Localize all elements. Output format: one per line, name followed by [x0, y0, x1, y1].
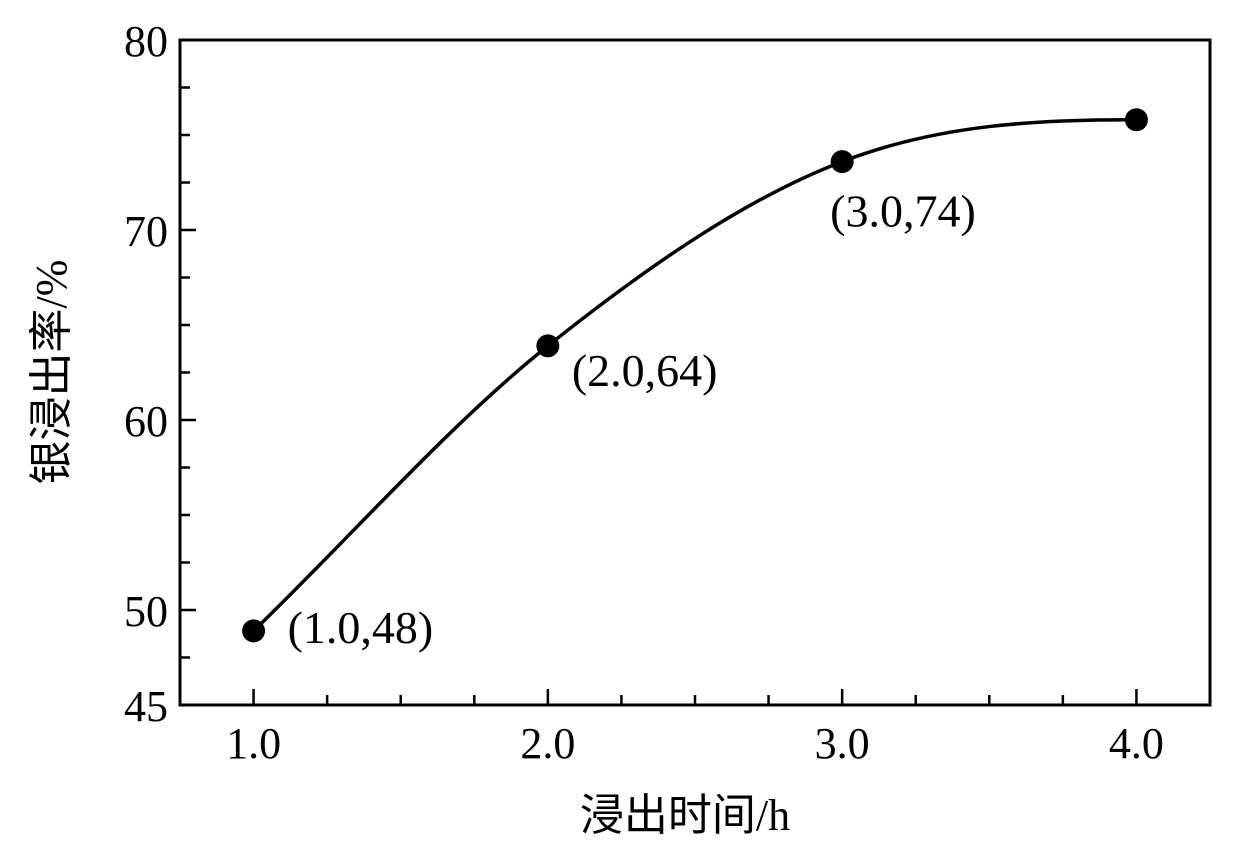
- y-tick-label: 80: [124, 17, 168, 66]
- data-point: [1124, 108, 1148, 132]
- x-axis-title: 浸出时间/h: [580, 791, 790, 840]
- data-point: [242, 619, 266, 643]
- data-label: (1.0,48): [288, 602, 434, 653]
- y-tick-label: 50: [124, 587, 168, 636]
- axis-ticks: [180, 86, 1138, 705]
- axis-tick-labels: 1.0 2.0 3.0 4.0 45 50 60 70 80: [124, 17, 1164, 768]
- x-tick-label: 1.0: [226, 719, 281, 768]
- data-point: [536, 334, 560, 358]
- series-line: [252, 118, 1137, 633]
- x-tick-label: 2.0: [520, 719, 575, 768]
- point-annotations: (1.0,48) (2.0,64) (3.0,74): [288, 186, 976, 653]
- data-point: [830, 150, 854, 174]
- y-tick-label: 45: [124, 682, 168, 731]
- y-tick-label: 70: [124, 207, 168, 256]
- data-markers: [242, 108, 1148, 643]
- x-tick-label: 3.0: [815, 719, 870, 768]
- y-axis-title: 银浸出率/%: [27, 260, 76, 485]
- data-label: (2.0,64): [572, 345, 718, 396]
- y-tick-label: 60: [124, 397, 168, 446]
- data-label: (3.0,74): [830, 186, 976, 237]
- x-tick-label: 4.0: [1109, 719, 1164, 768]
